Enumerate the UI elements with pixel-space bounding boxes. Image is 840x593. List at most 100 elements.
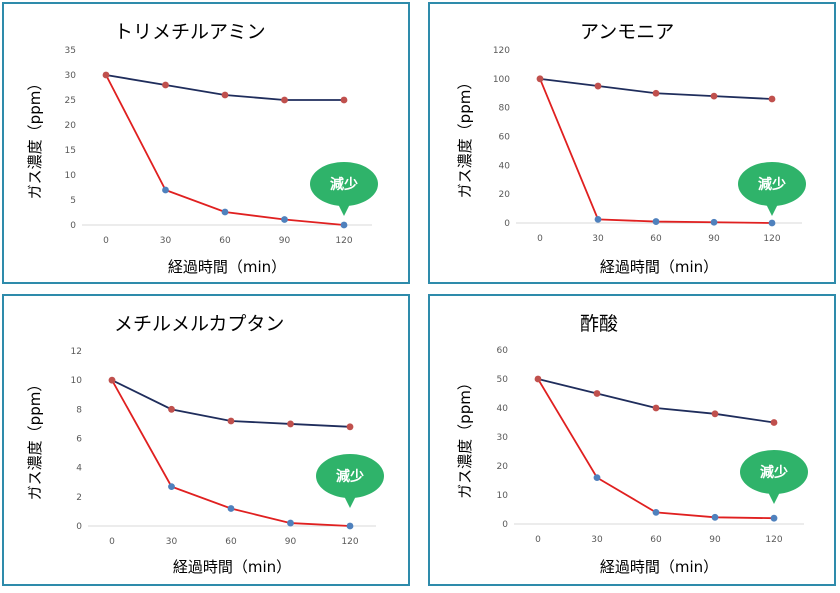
data-point-treated	[346, 522, 354, 530]
y-tick-label: 100	[493, 75, 510, 85]
annotation-bubble-tail	[343, 494, 357, 508]
annotation-bubble	[316, 454, 384, 498]
y-tick-label: 50	[497, 375, 509, 385]
x-tick-label: 90	[709, 535, 721, 545]
y-tick-label: 120	[493, 46, 510, 56]
data-point-control	[168, 405, 175, 413]
y-tick-label: 20	[497, 462, 509, 472]
data-point-control	[536, 75, 544, 83]
y-tick-label: 5	[70, 196, 76, 206]
data-point-treated	[770, 514, 778, 522]
annotation-text: 減少	[330, 176, 358, 193]
y-tick-label: 10	[71, 376, 83, 386]
annotation-bubble	[740, 450, 808, 494]
y-tick-label: 6	[76, 435, 82, 445]
y-axis-label: ガス濃度（ppm）	[456, 375, 474, 499]
chart-title: トリメチルアミン	[114, 21, 266, 43]
chart-title: 酢酸	[580, 313, 618, 335]
data-point-control	[227, 417, 235, 425]
y-tick-label: 0	[70, 221, 76, 231]
y-tick-label: 30	[497, 433, 509, 443]
chart-panel-methyl-mercaptan: メチルメルカプタン 0 2 4 6 8 10 12 0 30 60 90 120 経過時間（min） ガス濃…	[2, 294, 410, 586]
data-point-control	[710, 92, 718, 100]
y-tick-label: 0	[76, 522, 82, 532]
x-tick-label: 90	[708, 234, 720, 244]
x-tick-label: 30	[160, 236, 172, 246]
series-line-treated	[111, 379, 351, 527]
x-tick-label: 60	[650, 234, 662, 244]
data-point-control	[593, 390, 601, 397]
x-axis-label: 経過時間（min）	[168, 258, 286, 276]
y-tick-label: 0	[502, 520, 508, 530]
annotation-text: 減少	[336, 468, 364, 485]
y-tick-label: 10	[497, 491, 509, 501]
chart-panel-ammonia: アンモニア 0 20 40 60 80 100 120 0 30 60 90 120 経過時間（min） ガ…	[428, 2, 836, 284]
x-tick-label: 90	[279, 236, 291, 246]
data-point-control	[534, 375, 542, 383]
data-point-control	[162, 81, 169, 89]
chart-svg: アンモニア 0 20 40 60 80 100 120 0 30 60 90 120 経過時間（min） ガ…	[456, 21, 806, 276]
data-point-treated	[162, 186, 169, 194]
data-point-control	[652, 89, 660, 97]
x-tick-label: 0	[537, 234, 543, 244]
y-tick-label: 10	[65, 171, 77, 181]
series-line-treated	[537, 378, 775, 520]
chart-svg: トリメチルアミン 0 5 10 15 20 25 30 35 0 30 60 90 120 経過時間（min…	[26, 21, 378, 276]
x-tick-label: 60	[219, 236, 231, 246]
data-point-control	[346, 423, 354, 431]
chart-title: メチルメルカプタン	[114, 313, 284, 335]
data-point-control	[652, 404, 660, 412]
y-tick-label: 4	[76, 464, 82, 474]
data-point-control	[281, 96, 288, 104]
data-point-treated	[340, 221, 348, 229]
y-tick-label: 0	[504, 219, 510, 229]
y-tick-label: 20	[499, 190, 511, 200]
chart-title: アンモニア	[580, 21, 674, 43]
y-tick-label: 40	[499, 161, 511, 171]
annotation-text: 減少	[760, 464, 788, 481]
series-line-treated	[539, 78, 773, 224]
x-tick-label: 0	[535, 535, 541, 545]
data-point-treated	[594, 215, 602, 223]
y-axis-label: ガス濃度（ppm）	[26, 377, 44, 501]
y-tick-label: 2	[76, 493, 82, 503]
data-point-treated	[593, 474, 601, 481]
x-tick-label: 120	[341, 537, 358, 547]
y-tick-label: 20	[65, 121, 77, 131]
y-tick-label: 30	[65, 71, 77, 81]
data-point-control	[221, 91, 229, 99]
data-point-treated	[768, 219, 776, 227]
annotation-bubble-tail	[337, 202, 351, 216]
data-point-treated	[710, 218, 718, 226]
data-point-control	[102, 71, 110, 79]
data-point-treated	[168, 483, 175, 491]
data-point-treated	[287, 519, 294, 527]
x-tick-label: 60	[650, 535, 662, 545]
annotation-bubble-tail	[765, 202, 779, 216]
data-point-control	[594, 82, 602, 90]
data-point-treated	[281, 216, 288, 223]
data-point-treated	[221, 208, 229, 216]
annotation-bubble	[310, 162, 378, 206]
chart-panel-trimethylamine: トリメチルアミン 0 5 10 15 20 25 30 35 0 30 60 90 120 経過時間（min…	[2, 2, 410, 284]
chart-panel-acetic-acid: 酢酸 0 10 20 30 40 50 60 0 30 60 90 120 経過時間（min） ガス濃度（p…	[428, 294, 836, 586]
y-tick-label: 25	[65, 96, 76, 106]
x-tick-label: 60	[225, 537, 237, 547]
data-point-control	[768, 95, 776, 103]
series-line-control	[537, 378, 775, 424]
y-tick-label: 35	[65, 46, 76, 56]
data-point-treated	[711, 513, 719, 521]
y-tick-label: 40	[497, 404, 509, 414]
data-point-control	[770, 419, 778, 426]
x-tick-label: 0	[109, 537, 115, 547]
data-point-treated	[652, 509, 660, 516]
x-tick-label: 120	[765, 535, 782, 545]
x-axis-label: 経過時間（min）	[600, 558, 718, 576]
x-tick-label: 0	[103, 236, 109, 246]
x-tick-label: 30	[591, 535, 603, 545]
data-point-control	[340, 96, 348, 104]
y-tick-label: 80	[499, 104, 511, 114]
x-tick-label: 120	[335, 236, 352, 246]
y-tick-label: 60	[497, 346, 509, 356]
